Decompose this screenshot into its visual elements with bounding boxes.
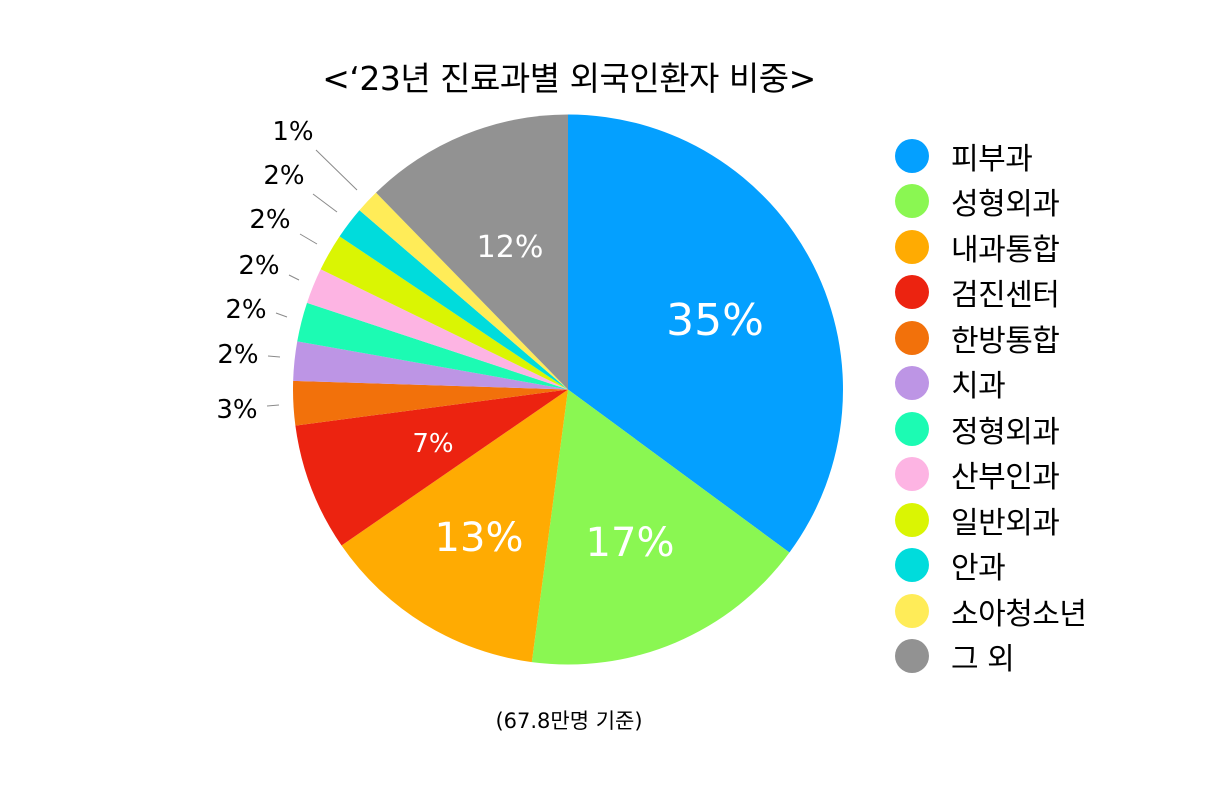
legend-swatch-icon [895, 138, 929, 173]
pie-labels: 35% 17% 13% 7% 3% 2% 2% 2% 2% 2% 1% 12% [216, 117, 764, 566]
leader-line [275, 312, 288, 318]
legend-swatch-icon [895, 457, 929, 492]
legend-swatch-icon [895, 275, 929, 310]
legend-item: 한방통합 [895, 315, 1087, 361]
legend-item: 정형외과 [895, 406, 1087, 452]
pie-slice [293, 380, 568, 426]
data-label: 7% [412, 429, 453, 459]
chart-footnote: (67.8만명 기준) [495, 709, 643, 733]
legend-item: 검진센터 [895, 270, 1087, 316]
legend-swatch-icon [895, 320, 929, 355]
data-label: 13% [435, 515, 524, 561]
legend-swatch-icon [895, 548, 929, 583]
legend-item: 안과 [895, 543, 1087, 589]
legend-item: 치과 [895, 361, 1087, 407]
legend-swatch-icon [895, 366, 929, 401]
pie-slice [339, 210, 568, 390]
legend-swatch-icon [895, 502, 929, 537]
pie-slice [531, 389, 790, 665]
legend-swatch-icon [895, 593, 929, 628]
legend-swatch-icon [895, 229, 929, 264]
pie-slice [295, 389, 568, 546]
legend-label: 산부인과 [951, 460, 1060, 496]
data-label: 17% [586, 520, 675, 566]
legend-swatch-icon [895, 411, 929, 446]
leader-line [299, 233, 318, 245]
chart-title: <‘23년 진료과별 외국인환자 비중> [322, 59, 816, 98]
leader-line [266, 404, 280, 407]
legend-swatch-icon [895, 639, 929, 674]
data-label: 1% [272, 117, 313, 147]
data-label: 2% [238, 251, 279, 281]
pie-slice [341, 389, 568, 663]
legend-label: 소아청소년 [951, 596, 1087, 632]
legend-swatch-icon [895, 184, 929, 219]
legend-label: 정형외과 [951, 414, 1060, 450]
legend-item: 그 외 [895, 634, 1087, 680]
legend-label: 한방통합 [951, 323, 1060, 359]
legend-label: 그 외 [951, 642, 1015, 678]
legend-label: 치과 [951, 369, 1006, 405]
leader-line [288, 274, 300, 281]
legend-label: 검진센터 [951, 278, 1060, 314]
data-label: 12% [477, 230, 544, 265]
legend-item: 일반외과 [895, 497, 1087, 543]
data-label: 2% [225, 295, 266, 325]
data-label: 2% [263, 161, 304, 191]
legend-item: 소아청소년 [895, 588, 1087, 634]
data-label: 2% [217, 340, 258, 370]
data-label: 35% [666, 295, 764, 346]
legend-label: 일반외과 [951, 505, 1060, 541]
legend-item: 성형외과 [895, 179, 1087, 225]
pie-slices [293, 114, 844, 665]
legend-label: 내과통합 [951, 232, 1060, 268]
leader-line [315, 149, 358, 191]
leader-line [267, 355, 281, 358]
legend-label: 성형외과 [951, 187, 1060, 223]
pie-slice [297, 302, 568, 390]
legend-item: 내과통합 [895, 224, 1087, 270]
pie-slice [306, 269, 568, 390]
data-label: 2% [249, 205, 290, 235]
pie-slice [568, 114, 844, 553]
legend-item: 피부과 [895, 133, 1087, 179]
legend-item: 산부인과 [895, 452, 1087, 498]
data-label: 3% [216, 395, 257, 425]
pie-slice [376, 114, 568, 390]
legend-label: 피부과 [951, 141, 1033, 177]
leader-line [312, 193, 338, 213]
pie-slice [359, 192, 568, 390]
pie-slice [293, 341, 568, 390]
pie-slice [320, 236, 568, 390]
legend-label: 안과 [951, 551, 1006, 587]
